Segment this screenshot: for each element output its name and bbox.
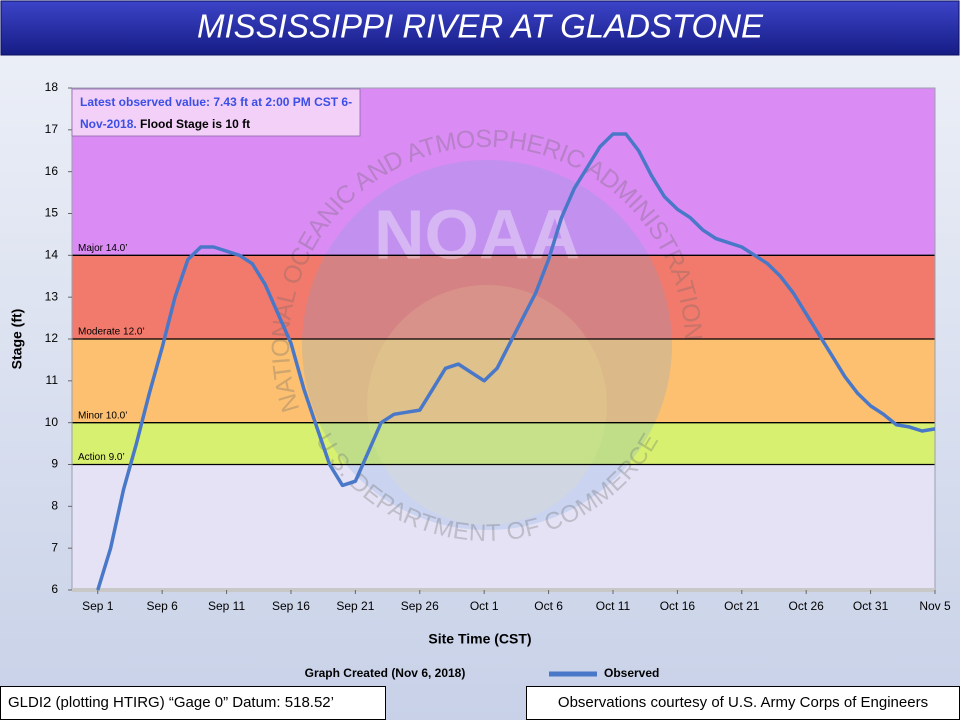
annotation-holder: Latest observed value: 7.43 ft at 2:00 P… <box>80 91 354 135</box>
y-tick-label: 18 <box>45 80 59 94</box>
y-tick-label: 6 <box>51 582 58 596</box>
y-tick-label: 11 <box>46 373 59 387</box>
x-tick-label: Sep 26 <box>401 599 439 613</box>
threshold-label: Minor 10.0’ <box>78 410 127 421</box>
y-tick-label: 12 <box>45 331 59 345</box>
flood-band <box>72 422 935 465</box>
title-bar <box>0 0 960 56</box>
legend-label: Observed <box>604 666 659 680</box>
y-tick-label: 7 <box>51 540 58 554</box>
y-tick-label: 15 <box>45 206 59 220</box>
y-tick-label: 13 <box>45 289 59 303</box>
y-tick-label: 17 <box>45 122 59 136</box>
chart-title: MISSISSIPPI RIVER AT GLADSTONE <box>197 8 764 45</box>
x-tick-label: Oct 6 <box>534 599 563 613</box>
observed-line <box>96 132 936 591</box>
x-tick-label: Sep 21 <box>336 599 374 613</box>
threshold-label: Moderate 12.0’ <box>78 327 145 338</box>
watermark-circle <box>367 285 607 525</box>
y-axis-label: Stage (ft) <box>9 309 25 370</box>
footer-left: GLDI2 (plotting HTIRG) “Gage 0” Datum: 5… <box>8 694 334 711</box>
threshold-label: Action 9.0’ <box>78 452 125 463</box>
footer-right: Observations courtesy of U.S. Army Corps… <box>558 694 928 711</box>
y-tick-label: 10 <box>45 415 59 429</box>
x-tick-label: Sep 1 <box>82 599 114 613</box>
x-tick-label: Sep 6 <box>146 599 178 613</box>
x-tick-label: Oct 31 <box>853 599 889 613</box>
x-tick-label: Oct 11 <box>596 599 631 613</box>
y-tick-label: 8 <box>51 499 58 513</box>
x-tick-label: Oct 21 <box>724 599 760 613</box>
x-tick-label: Oct 26 <box>789 599 825 613</box>
watermark-circle <box>302 160 672 530</box>
annotation: Latest observed value: 7.43 ft at 2:00 P… <box>80 91 354 135</box>
x-axis-label: Site Time (CST) <box>428 631 531 647</box>
created-note: Graph Created (Nov 6, 2018) <box>305 666 466 680</box>
y-tick-label: 9 <box>51 457 58 471</box>
x-tick-label: Oct 16 <box>660 599 696 613</box>
y-tick-label: 16 <box>45 164 59 178</box>
y-tick-label: 14 <box>45 248 59 262</box>
x-tick-label: Nov 5 <box>919 599 951 613</box>
annotation-text: Latest observed value: 7.43 ft at 2:00 P… <box>80 95 353 131</box>
threshold-label: Major 14.0’ <box>78 243 127 254</box>
flood-band <box>72 255 935 339</box>
x-tick-label: Sep 16 <box>272 599 310 613</box>
x-tick-label: Oct 1 <box>470 599 499 613</box>
watermark-logo: NOAA <box>374 195 580 273</box>
annotation-box <box>71 88 361 137</box>
x-tick-label: Sep 11 <box>208 599 245 613</box>
annotation-text: Flood Stage is 10 ft <box>140 117 251 131</box>
